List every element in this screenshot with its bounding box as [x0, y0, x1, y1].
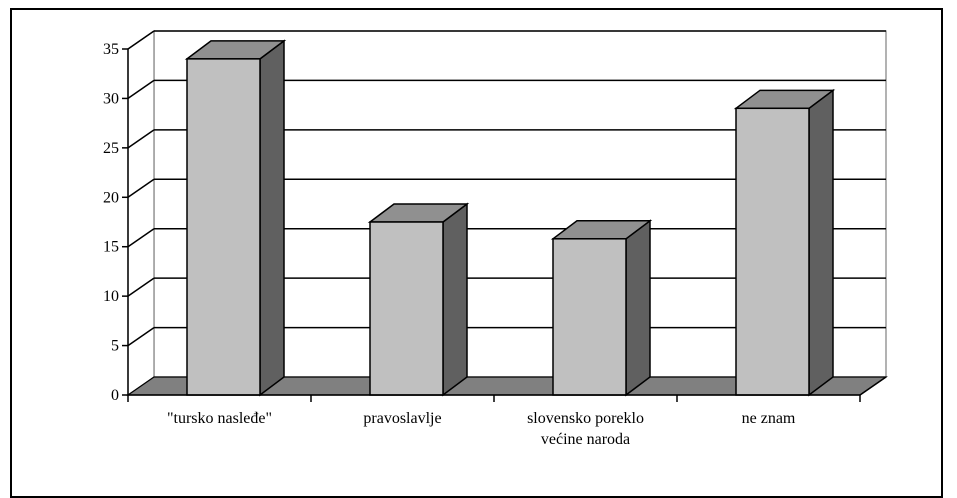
x-category-label: većine naroda [541, 431, 630, 448]
x-axis-end [859, 376, 887, 396]
y-tick-label: 5 [111, 338, 119, 355]
bar [369, 221, 444, 396]
y-tick-label: 10 [103, 288, 119, 305]
y-tick-label: 30 [103, 90, 119, 107]
x-category-label: "tursko nasleđe" [167, 410, 272, 427]
bar [552, 238, 627, 396]
bar-side [259, 39, 285, 397]
y-tick-label: 15 [103, 239, 119, 256]
gridline-side [127, 228, 155, 248]
y-tick-label: 20 [103, 189, 119, 206]
axes [122, 48, 887, 402]
x-category-label: pravoslavlje [363, 410, 441, 427]
bar [186, 58, 261, 396]
bar-side [442, 202, 468, 397]
gridline-side [127, 277, 155, 297]
y-tick-labels: 0 5 10 15 20 25 30 35 [103, 41, 119, 404]
chart-walls [127, 29, 887, 397]
x-category-labels: "tursko nasleđe" pravoslavlje slovensko po… [167, 410, 796, 448]
gridline-side [127, 326, 155, 347]
bar-side [808, 88, 834, 397]
bar-chart: 0 5 10 15 20 25 30 35 "tursko nasleđe" pravoslav… [103, 29, 888, 448]
x-category-label: ne znam [742, 410, 796, 427]
gridline-side [127, 178, 155, 198]
gridline-side [127, 79, 155, 100]
side-wall [127, 29, 155, 397]
gridline-side [127, 129, 155, 149]
gridline-side [127, 30, 155, 50]
bars [184, 39, 836, 397]
y-tick-label: 0 [111, 387, 119, 404]
y-tick-label: 25 [103, 140, 119, 157]
x-category-label: slovensko poreklo [527, 410, 644, 427]
bar-side [625, 219, 651, 397]
bar [735, 107, 810, 396]
y-tick-label: 35 [103, 41, 119, 58]
